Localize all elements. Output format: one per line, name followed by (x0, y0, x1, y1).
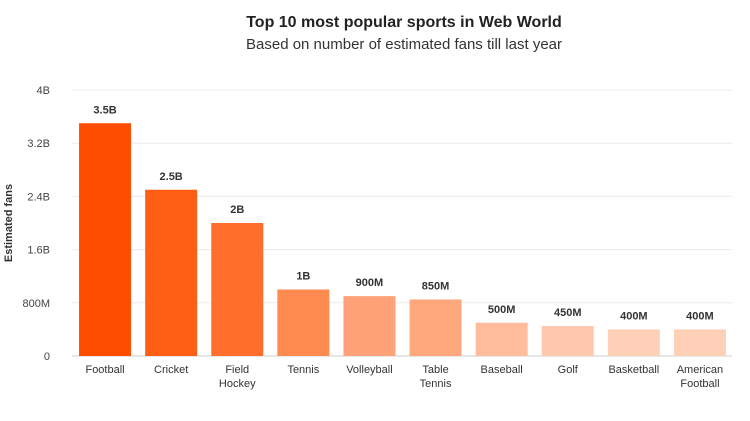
x-tick-label: Basketball (608, 364, 659, 376)
y-tick-label: 0 (44, 351, 50, 363)
data-label: 400M (620, 310, 648, 322)
bar (541, 326, 594, 356)
bars (79, 123, 726, 356)
bar (475, 322, 528, 356)
y-tick-label: 1.6B (27, 245, 50, 257)
x-tick-label: Field (225, 364, 249, 376)
x-tick-label: Volleyball (346, 364, 392, 376)
data-label: 2B (230, 204, 244, 216)
x-tick-label: Tennis (287, 364, 319, 376)
x-tick-label: Table (422, 364, 448, 376)
x-tick-label: Cricket (154, 364, 188, 376)
data-labels: 3.5B 2.5B 2B 1B 900M 850M 500M 450M 400M 400M (93, 104, 713, 322)
bar (607, 329, 660, 356)
bar (673, 329, 726, 356)
data-label: 1B (296, 271, 310, 283)
bar (277, 289, 330, 356)
y-axis-ticks: 0 800M 1.6B 2.4B 3.2B 4B (22, 85, 50, 363)
bar (145, 189, 198, 356)
x-tick-label: Football (680, 378, 719, 390)
x-tick-label: Football (85, 364, 124, 376)
chart-subtitle: Based on number of estimated fans till l… (246, 36, 562, 53)
data-label: 3.5B (93, 104, 116, 116)
data-label: 2.5B (160, 171, 183, 183)
y-tick-label: 800M (22, 298, 50, 310)
y-axis-label: Estimated fans (3, 184, 15, 262)
data-label: 900M (356, 277, 384, 289)
y-tick-label: 4B (37, 85, 50, 97)
y-tick-label: 3.2B (27, 138, 50, 150)
bar (79, 123, 132, 356)
data-label: 400M (686, 310, 714, 322)
x-tick-label: Hockey (219, 378, 256, 390)
bar (211, 223, 264, 356)
x-tick-label: Baseball (481, 364, 523, 376)
data-label: 500M (488, 304, 516, 316)
data-label: 450M (554, 307, 582, 319)
chart-title: Top 10 most popular sports in Web World (246, 14, 562, 31)
x-tick-label: American (677, 364, 723, 376)
x-tick-label: Tennis (420, 378, 452, 390)
category-labels: Football Cricket Field Hockey Tennis Volleyba… (85, 364, 723, 390)
y-tick-label: 2.4B (27, 191, 50, 203)
bar (343, 296, 396, 356)
x-tick-label: Golf (558, 364, 579, 376)
data-label: 850M (422, 280, 450, 292)
bar (409, 299, 462, 356)
